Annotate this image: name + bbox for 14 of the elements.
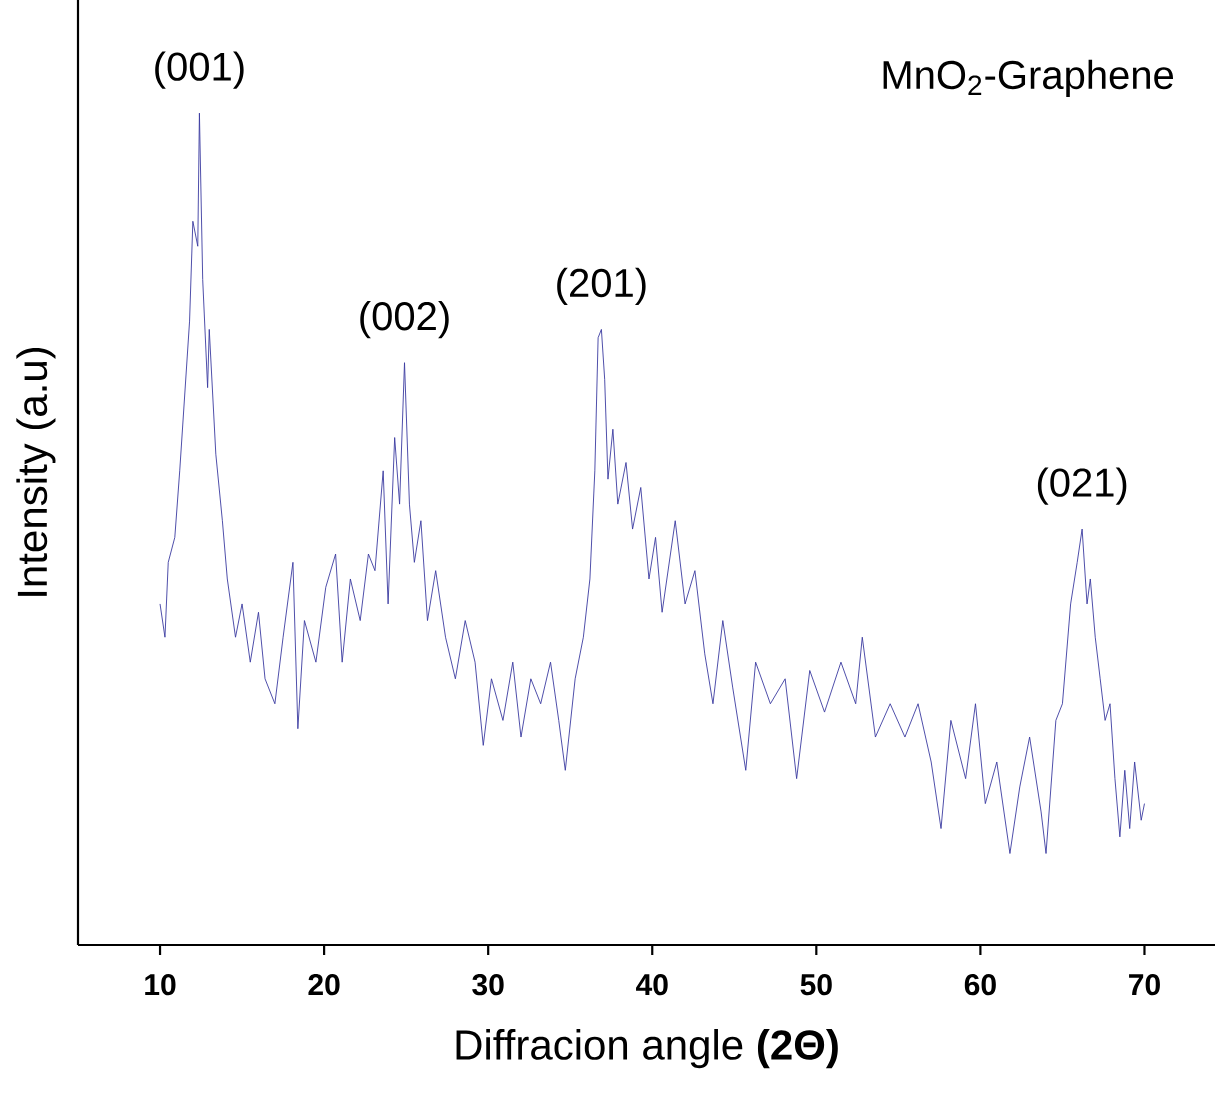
annotation: (201) xyxy=(557,267,646,306)
annotation: (001) xyxy=(155,51,244,89)
x-tick-label: 50 xyxy=(800,974,832,996)
x-tick-label: 30 xyxy=(472,974,504,996)
x-tick-label: 70 xyxy=(1129,974,1160,996)
x-tick-label: 40 xyxy=(636,974,668,996)
x-axis-title: Diffracion angle (2Θ) xyxy=(456,1029,838,1069)
text: MnO$_{2}$-Graphene xyxy=(883,59,1174,98)
x-tick-label: 10 xyxy=(145,974,176,996)
annotation: (002) xyxy=(360,301,449,339)
x-tick-label: 60 xyxy=(964,974,996,996)
x-tick-label: 20 xyxy=(308,974,340,996)
y-axis-title: Intensity (a.u) xyxy=(16,347,56,596)
annotation: (021) xyxy=(1037,467,1127,505)
